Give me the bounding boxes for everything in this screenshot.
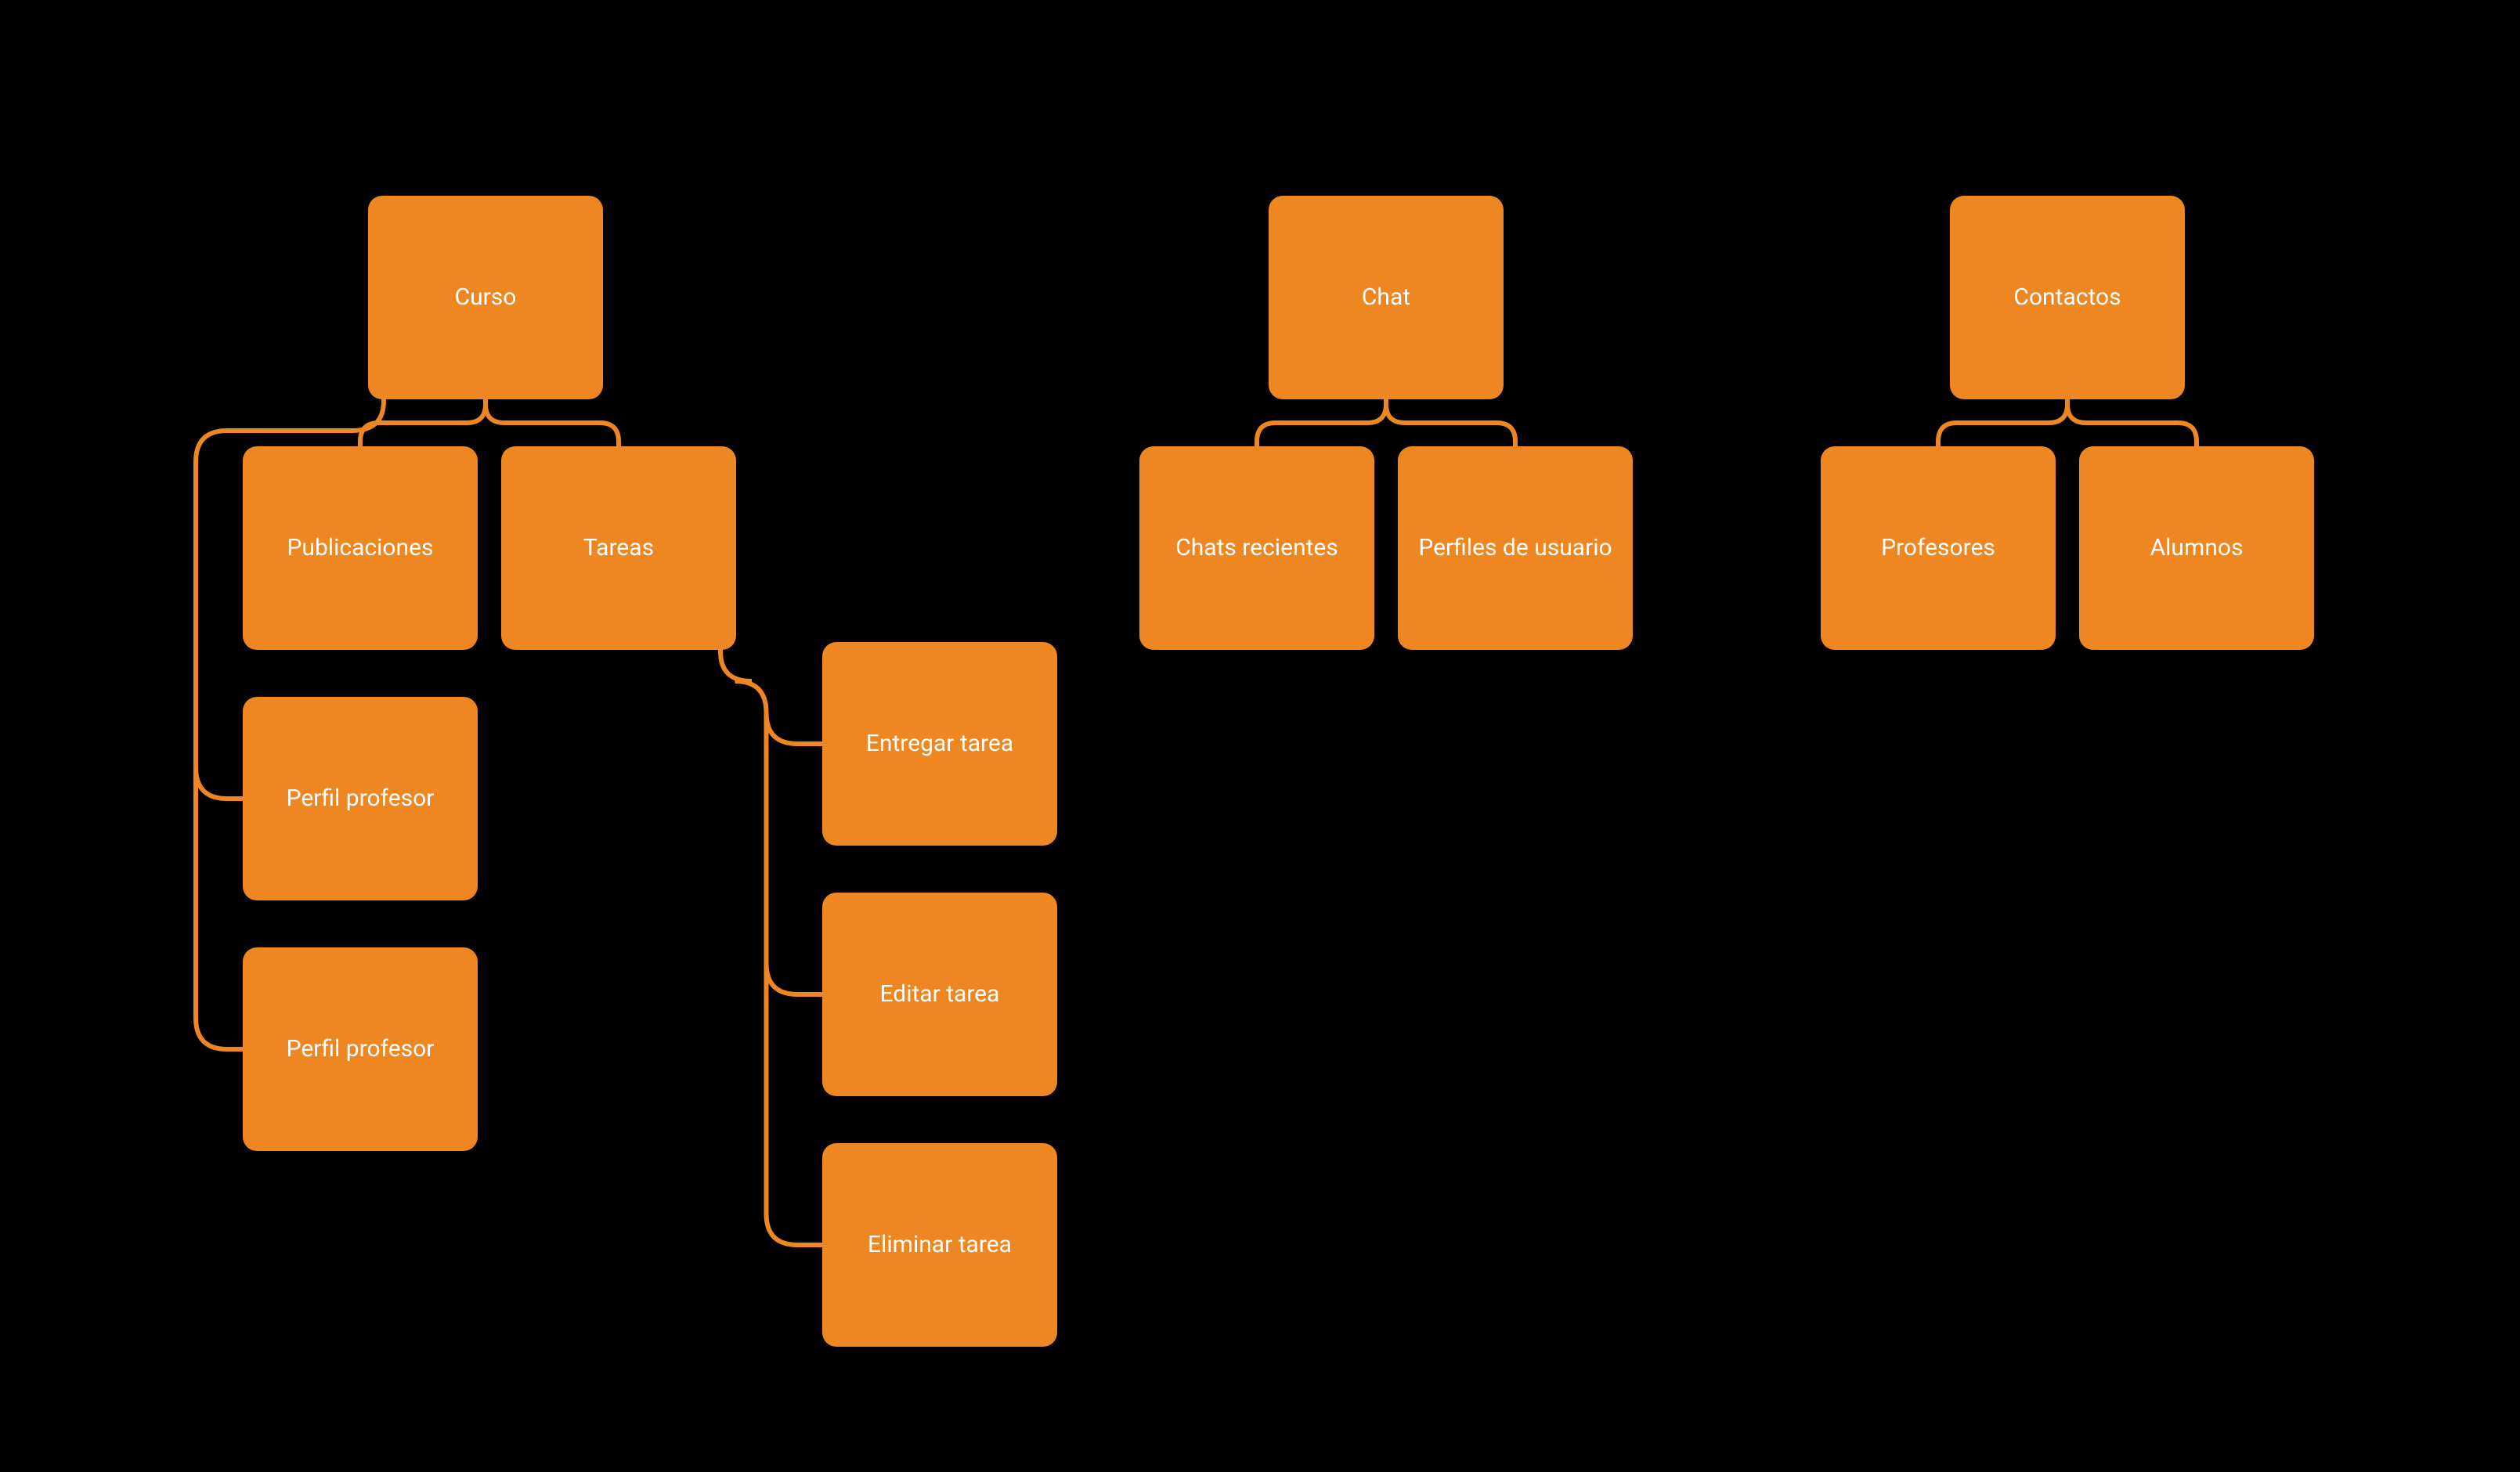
node-perfil2: Perfil profesor: [243, 947, 478, 1151]
node-perfiles_usr: Perfiles de usuario: [1398, 446, 1633, 650]
node-editar: Editar tarea: [822, 893, 1057, 1096]
node-curso: Curso: [368, 196, 603, 399]
node-perfil1: Perfil profesor: [243, 697, 478, 900]
node-publicaciones: Publicaciones: [243, 446, 478, 650]
node-contactos: Contactos: [1950, 196, 2185, 399]
node-chats_rec: Chats recientes: [1139, 446, 1374, 650]
node-profesores: Profesores: [1821, 446, 2056, 650]
node-eliminar: Eliminar tarea: [822, 1143, 1057, 1347]
node-entregar: Entregar tarea: [822, 642, 1057, 846]
node-alumnos: Alumnos: [2079, 446, 2314, 650]
node-tareas: Tareas: [501, 446, 736, 650]
diagram-canvas: CursoPublicacionesTareasPerfil profesorP…: [0, 0, 2520, 1472]
node-chat: Chat: [1269, 196, 1504, 399]
